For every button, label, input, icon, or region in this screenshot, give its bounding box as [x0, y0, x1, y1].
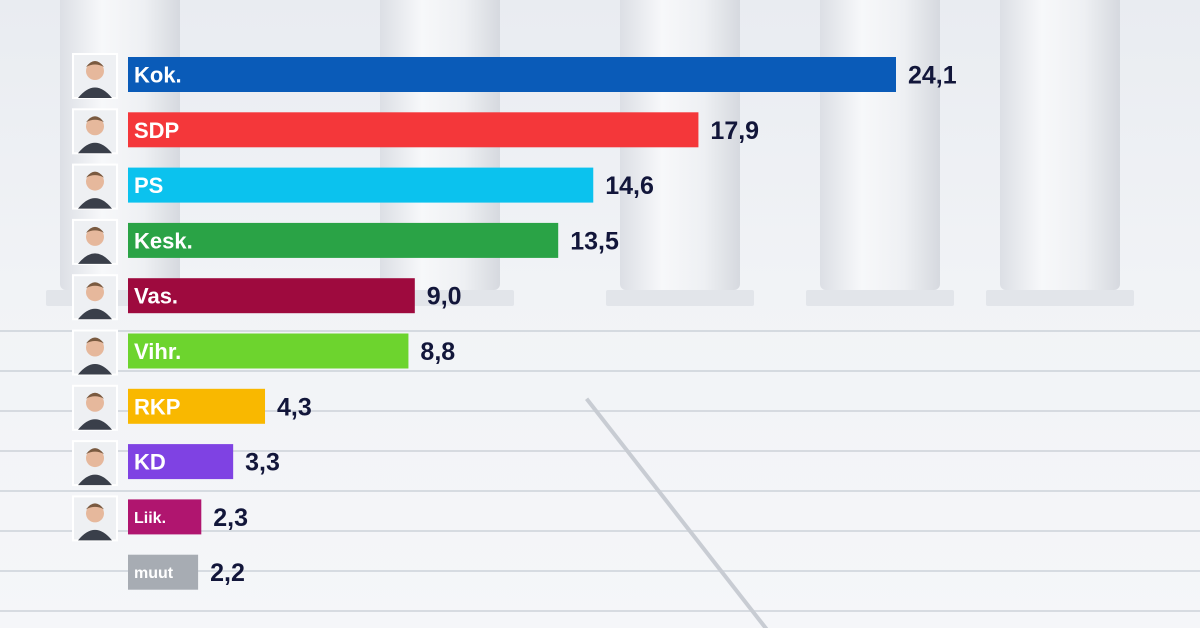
step-line [0, 330, 1200, 332]
step-line [0, 450, 1200, 452]
value-label: 13,5 [570, 227, 619, 255]
bar-vihr [128, 333, 409, 369]
value-label: 8,8 [420, 338, 455, 366]
category-label: Vihr. [134, 339, 181, 364]
step-line [0, 570, 1200, 572]
value-label: 4,3 [277, 393, 312, 421]
bar-row: Vas. 9,0 [72, 274, 462, 321]
category-label: Liik. [134, 510, 166, 527]
category-label: Kesk. [134, 228, 193, 253]
step-line [0, 530, 1200, 532]
value-label: 24,1 [908, 62, 957, 90]
portrait-icon [72, 108, 118, 155]
value-label: 9,0 [427, 283, 462, 311]
portrait-icon [72, 218, 118, 265]
portrait-icon [72, 440, 118, 487]
portrait-icon [72, 163, 118, 210]
portrait-icon [72, 274, 118, 321]
portrait-icon [72, 384, 118, 431]
bar-liik [128, 499, 202, 535]
value-label: 3,3 [245, 449, 280, 477]
step-line [0, 610, 1200, 612]
bar-row: Kok. 24,1 [72, 53, 957, 99]
bar-kok [128, 57, 896, 92]
value-label: 14,6 [605, 172, 654, 200]
column-shape [806, 0, 954, 306]
bar-row: muut 2,2 [128, 554, 245, 590]
bar-row: RKP 4,3 [72, 384, 312, 431]
bar-row: PS 14,6 [72, 163, 654, 210]
step-line [0, 370, 1200, 372]
bar-ps [128, 167, 594, 203]
category-label: RKP [134, 394, 180, 419]
category-label: PS [134, 173, 163, 198]
bar-row: KD 3,3 [72, 440, 280, 487]
portrait-icon [72, 329, 118, 376]
value-label: 2,3 [213, 504, 248, 532]
category-label: muut [134, 565, 174, 582]
category-label: SDP [134, 118, 179, 143]
category-label: Vas. [134, 284, 178, 309]
portrait-icon [72, 495, 118, 542]
value-label: 17,9 [710, 117, 759, 145]
bar-row: Kesk. 13,5 [72, 218, 619, 265]
portrait-icon [72, 53, 118, 99]
bar-row: SDP 17,9 [72, 108, 759, 155]
category-label: Kok. [134, 63, 182, 88]
bar-sdp [128, 112, 699, 148]
bar-kd [128, 444, 234, 480]
step-line [0, 410, 1200, 412]
column-shape [986, 0, 1134, 306]
bar-muut [128, 554, 199, 590]
bar-row: Vihr. 8,8 [72, 329, 455, 376]
bar-kesk [128, 222, 559, 258]
step-line [0, 490, 1200, 492]
bar-row: Liik. 2,3 [72, 495, 248, 542]
bar-vas [128, 278, 415, 314]
category-label: KD [134, 450, 166, 475]
bar-rkp [128, 388, 266, 424]
value-label: 2,2 [210, 559, 245, 587]
